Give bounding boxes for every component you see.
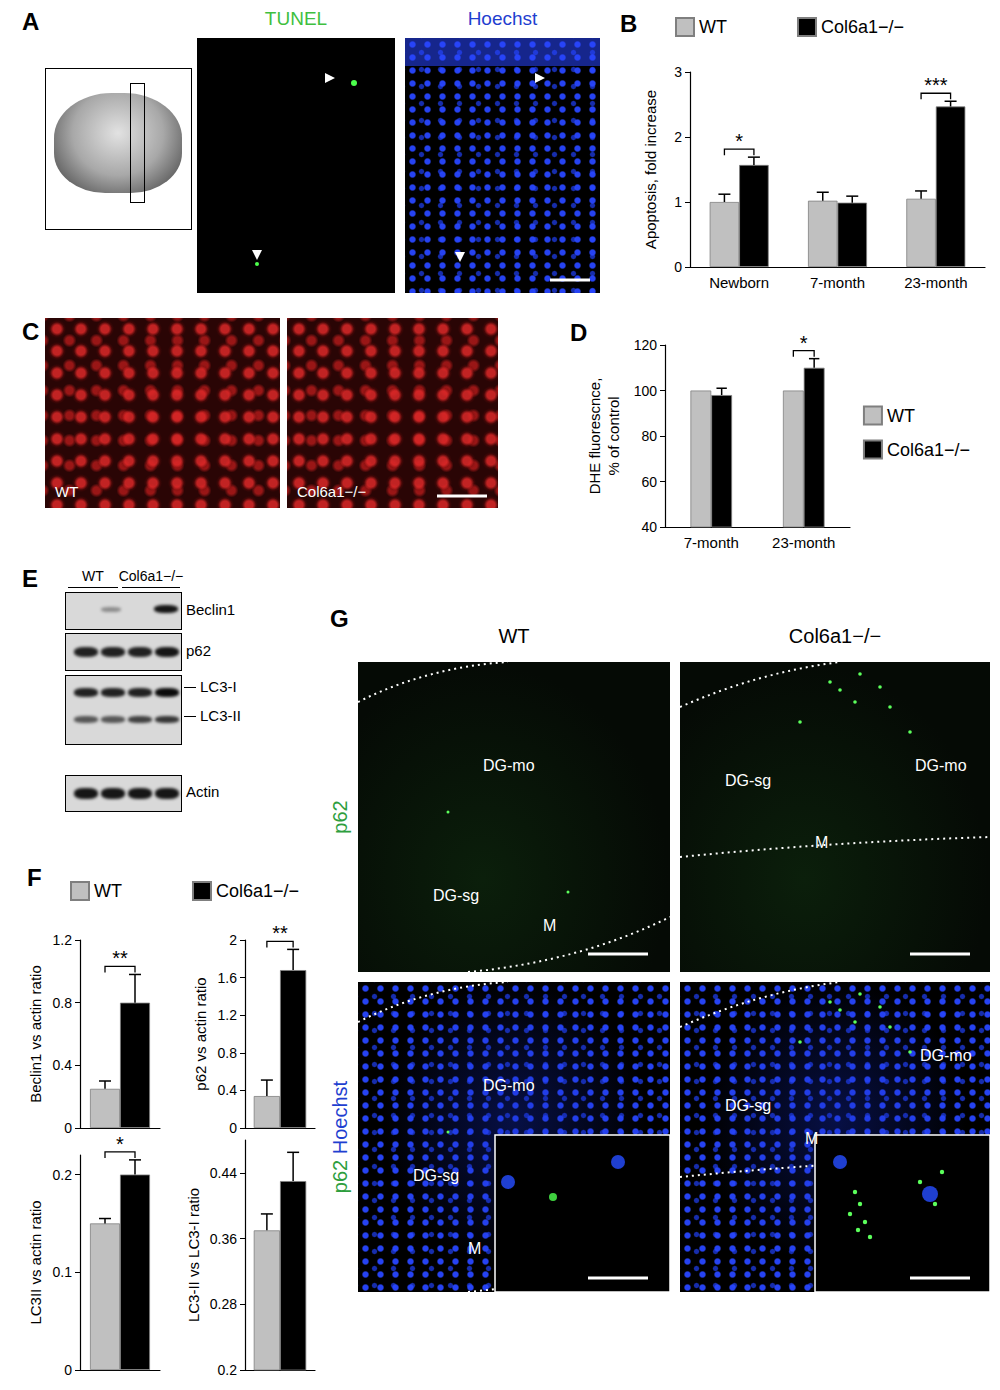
svg-text:Apoptosis, fold increase: Apoptosis, fold increase <box>642 90 659 249</box>
html-text:LC3-I: LC3-I <box>200 678 237 695</box>
svg-text:% of control: % of control <box>605 396 622 475</box>
svg-text:Col6a1−/−: Col6a1−/− <box>887 440 970 460</box>
html-text:DG-mo: DG-mo <box>920 1047 972 1064</box>
svg-text:3: 3 <box>674 64 682 80</box>
svg-text:Col6a1−/−: Col6a1−/− <box>821 17 904 37</box>
svg-text:*: * <box>800 332 808 354</box>
html-text:Beclin1: Beclin1 <box>186 601 236 618</box>
svg-text:B: B <box>620 10 637 37</box>
html-text:Actin: Actin <box>186 783 220 800</box>
html-text:A: A <box>22 8 40 35</box>
svg-text:D: D <box>570 319 587 346</box>
html-text:p62: p62 <box>186 642 211 659</box>
html-text:DG-mo: DG-mo <box>915 757 967 774</box>
svg-text:WT: WT <box>699 17 727 37</box>
svg-text:0.4: 0.4 <box>218 1082 238 1098</box>
html-text:TUNEL: TUNEL <box>264 8 328 29</box>
html-text:WT: WT <box>498 625 530 647</box>
svg-text:2: 2 <box>229 932 237 948</box>
svg-text:40: 40 <box>641 519 657 535</box>
html-text:C: C <box>22 318 40 345</box>
html-text:p62: p62 <box>328 800 351 834</box>
svg-text:2: 2 <box>674 129 682 145</box>
svg-text:23-month: 23-month <box>904 274 967 291</box>
html-text:M: M <box>468 1240 482 1257</box>
svg-text:0.8: 0.8 <box>53 995 73 1011</box>
html-text:DG-sg: DG-sg <box>433 887 480 904</box>
svg-text:0.2: 0.2 <box>218 1362 238 1378</box>
html-text:Hoechst: Hoechst <box>328 1080 351 1155</box>
svg-text:0: 0 <box>64 1362 72 1378</box>
svg-text:LC3-II vs LC3-I ratio: LC3-II vs LC3-I ratio <box>185 1188 202 1322</box>
svg-text:23-month: 23-month <box>772 534 835 551</box>
html-text:M: M <box>815 834 829 851</box>
svg-text:0.1: 0.1 <box>53 1264 73 1280</box>
html-text:Col6a1−/−: Col6a1−/− <box>118 568 184 584</box>
svg-text:F: F <box>27 864 42 891</box>
svg-text:LC3II vs actin ratio: LC3II vs actin ratio <box>27 1200 44 1324</box>
svg-text:*: * <box>735 130 743 152</box>
html-text:M: M <box>805 1130 819 1147</box>
svg-text:0.4: 0.4 <box>53 1057 73 1073</box>
svg-text:WT: WT <box>887 406 915 426</box>
svg-text:7-month: 7-month <box>810 274 865 291</box>
html-text:WT: WT <box>55 483 79 500</box>
svg-text:60: 60 <box>641 474 657 490</box>
html-text:E: E <box>22 565 38 592</box>
svg-text:1.2: 1.2 <box>53 932 73 948</box>
svg-text:0.28: 0.28 <box>210 1296 237 1312</box>
svg-text:*: * <box>116 1133 124 1155</box>
svg-text:**: ** <box>272 922 288 944</box>
html-text:Hoechst: Hoechst <box>467 8 538 29</box>
svg-text:0: 0 <box>674 259 682 275</box>
svg-text:0.36: 0.36 <box>210 1231 237 1247</box>
html-text:M: M <box>543 917 557 934</box>
svg-text:120: 120 <box>634 337 658 353</box>
svg-text:DHE fluorescnce,: DHE fluorescnce, <box>586 378 603 495</box>
html-text:LC3-II: LC3-II <box>200 707 241 724</box>
html-text:Col6a1−/−: Col6a1−/− <box>788 625 882 647</box>
html-text:WT: WT <box>82 568 104 584</box>
html-text:p62: p62 <box>328 1159 351 1194</box>
svg-text:100: 100 <box>634 383 658 399</box>
svg-text:1.2: 1.2 <box>218 1007 238 1023</box>
html-text:G: G <box>330 605 349 632</box>
svg-text:80: 80 <box>641 428 657 444</box>
svg-text:0: 0 <box>64 1120 72 1136</box>
svg-text:0: 0 <box>229 1120 237 1136</box>
html-text:DG-sg: DG-sg <box>725 1097 772 1114</box>
svg-text:Col6a1−/−: Col6a1−/− <box>216 881 299 901</box>
svg-text:7-month: 7-month <box>684 534 739 551</box>
svg-text:***: *** <box>924 74 948 96</box>
svg-text:0.44: 0.44 <box>210 1165 237 1181</box>
html-text:DG-sg: DG-sg <box>413 1167 460 1184</box>
svg-text:Beclin1 vs actin ratio: Beclin1 vs actin ratio <box>27 965 44 1103</box>
svg-text:0.2: 0.2 <box>53 1167 73 1183</box>
html-text:DG-sg: DG-sg <box>725 772 772 789</box>
html-text:DG-mo: DG-mo <box>483 757 535 774</box>
svg-text:1: 1 <box>674 194 682 210</box>
svg-text:0.8: 0.8 <box>218 1045 238 1061</box>
svg-text:p62 vs actin ratio: p62 vs actin ratio <box>192 977 209 1090</box>
svg-text:Newborn: Newborn <box>709 274 769 291</box>
html-text:DG-mo: DG-mo <box>483 1077 535 1094</box>
html-text:Col6a1−/−: Col6a1−/− <box>297 483 367 500</box>
svg-text:**: ** <box>112 947 128 969</box>
svg-text:1.6: 1.6 <box>218 970 238 986</box>
svg-text:WT: WT <box>94 881 122 901</box>
